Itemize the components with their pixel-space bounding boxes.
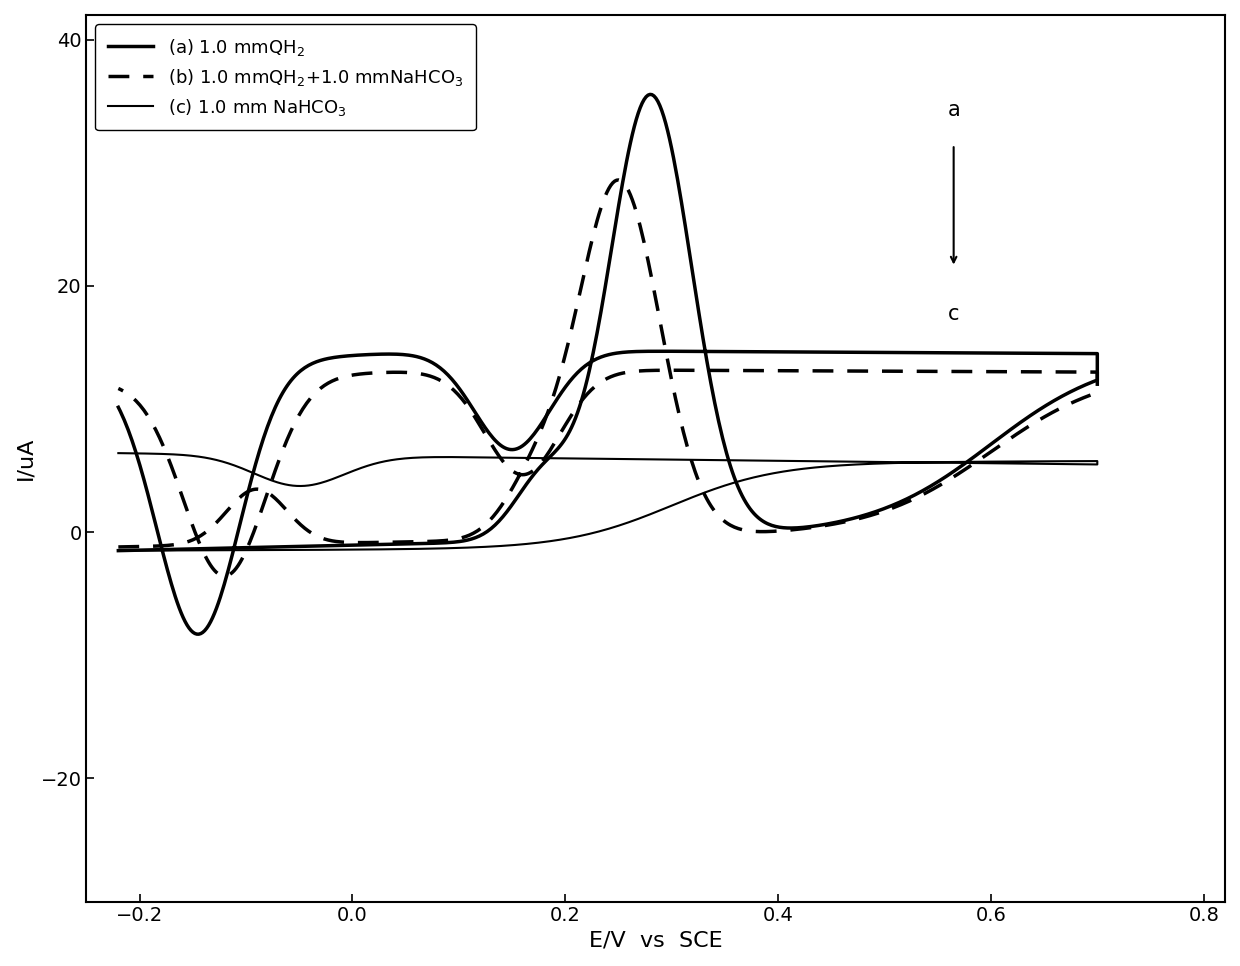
Legend: (a) 1.0 mmQH$_2$, (b) 1.0 mmQH$_2$+1.0 mmNaHCO$_3$, (c) 1.0 mm NaHCO$_3$: (a) 1.0 mmQH$_2$, (b) 1.0 mmQH$_2$+1.0 m… bbox=[95, 24, 476, 130]
X-axis label: E/V  vs  SCE: E/V vs SCE bbox=[589, 931, 723, 951]
Text: a: a bbox=[947, 99, 960, 120]
Y-axis label: I/uA: I/uA bbox=[15, 437, 35, 480]
Text: c: c bbox=[947, 304, 960, 325]
